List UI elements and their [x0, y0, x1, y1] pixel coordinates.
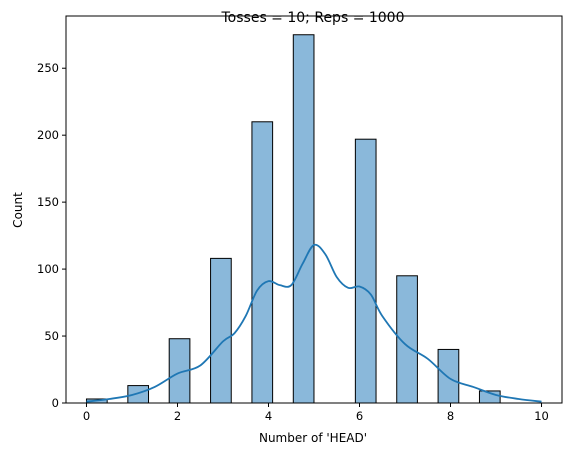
histogram-bar	[251, 121, 274, 404]
histogram-bar	[437, 348, 460, 404]
y-tick-label: 100	[37, 262, 59, 276]
x-axis-ticks: 0 2 4 6 8 10	[83, 403, 549, 423]
x-tick-label: 10	[534, 409, 549, 423]
y-tick-label: 50	[44, 329, 59, 343]
histogram-bars	[85, 34, 501, 404]
y-tick-label: 0	[52, 396, 59, 410]
histogram-bar	[292, 34, 315, 404]
x-tick-label: 6	[356, 409, 363, 423]
y-axis-label: Count	[11, 192, 25, 228]
x-tick-label: 0	[83, 409, 90, 423]
y-axis-ticks: 0 50 100 150 200 250	[37, 61, 66, 410]
y-tick-label: 150	[37, 195, 59, 209]
histogram-bar	[127, 385, 150, 404]
x-tick-label: 8	[447, 409, 454, 423]
chart-title: Tosses = 10; Reps = 1000	[221, 10, 405, 26]
x-tick-label: 2	[174, 409, 181, 423]
histogram-bar	[210, 257, 232, 404]
x-tick-label: 4	[265, 409, 272, 423]
plot-frame	[65, 15, 563, 404]
kde-curve	[86, 243, 542, 403]
y-tick-label: 200	[37, 128, 59, 142]
x-axis-label: Number of 'HEAD'	[259, 431, 367, 445]
histogram-bar	[354, 138, 377, 404]
y-tick-label: 250	[37, 61, 59, 75]
